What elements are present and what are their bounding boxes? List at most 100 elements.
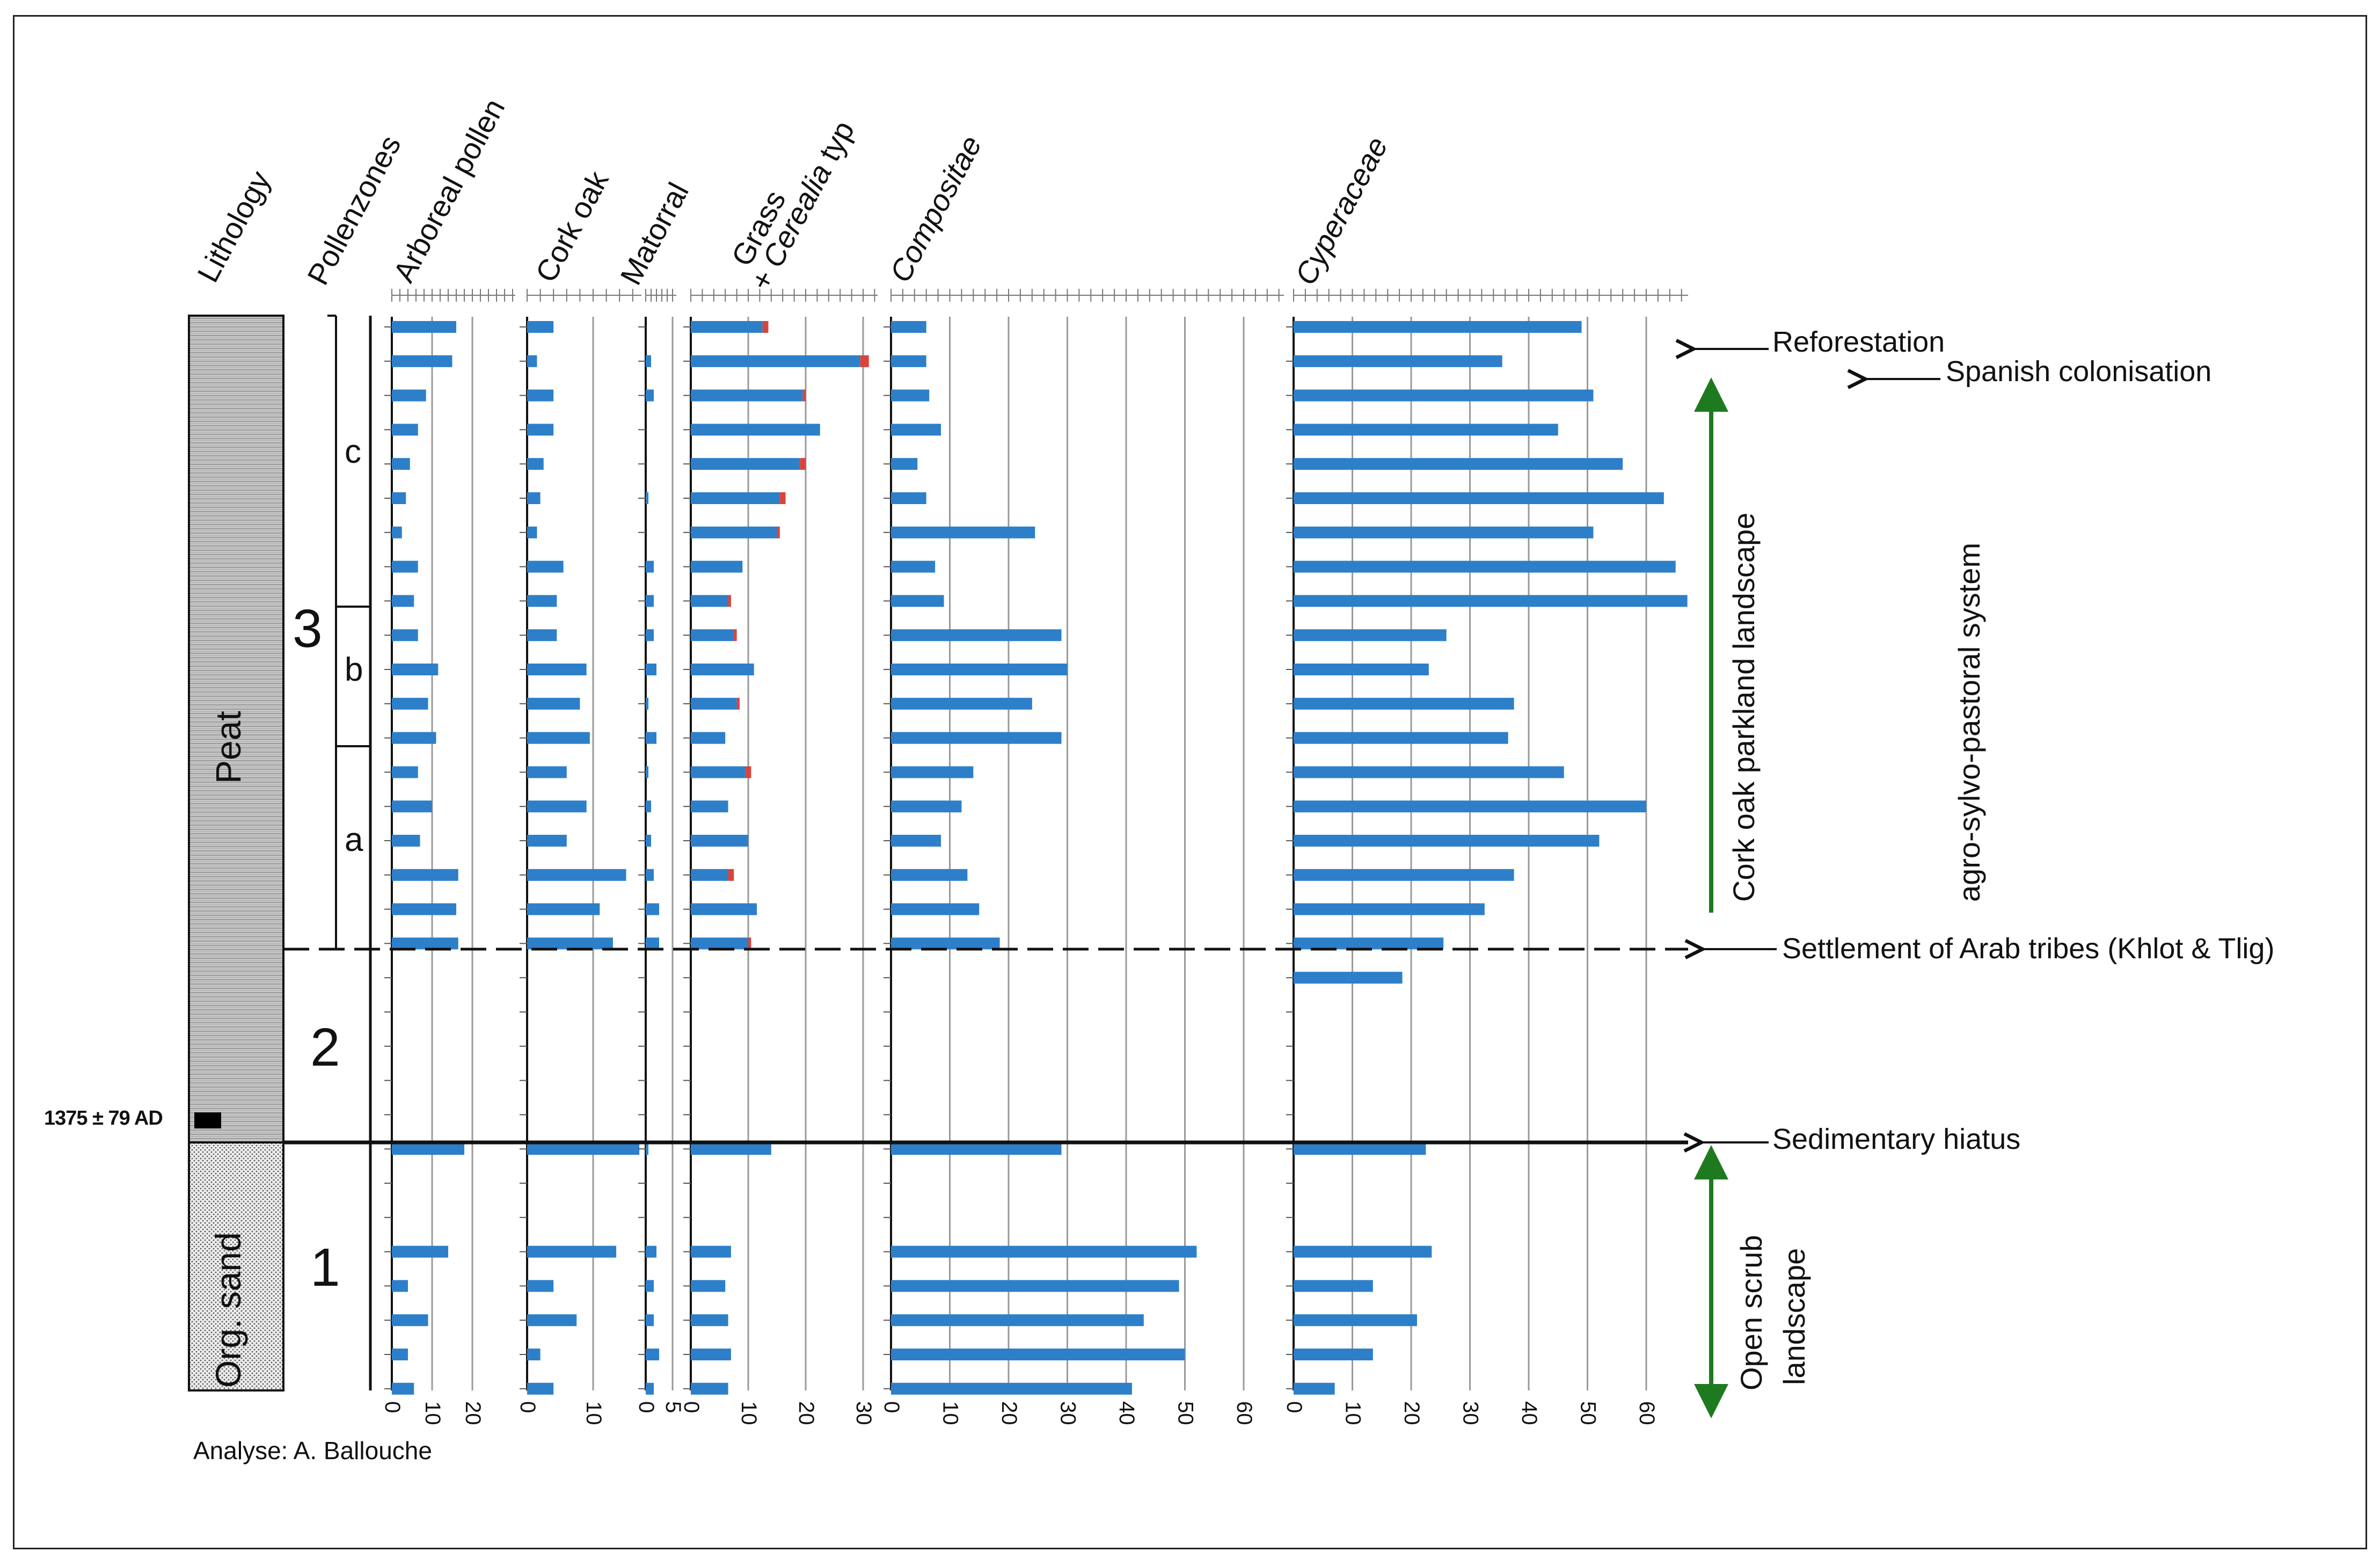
bar-cork [527, 492, 541, 504]
bar-arboreal [392, 595, 414, 607]
bar-compositae [891, 1314, 1144, 1327]
bar-cork [527, 835, 567, 847]
tick-label-arboreal: 0 [381, 1401, 404, 1413]
bar-arboreal [392, 1349, 408, 1360]
bar-compositae [891, 424, 941, 436]
bar-compositae [891, 355, 926, 367]
bar-arboreal [392, 903, 456, 915]
bar-matorral [646, 664, 656, 675]
bar-cyperaceae [1294, 355, 1502, 367]
tick-label-cork: 10 [582, 1401, 605, 1425]
header-compositae: Compositae [883, 130, 988, 287]
bar-cork [527, 1280, 554, 1292]
open-scrub-label-1: Open scrub [1734, 1235, 1768, 1391]
header-lithology: Lithology [191, 165, 277, 288]
bar-cyperaceae [1294, 321, 1582, 333]
bar-cork [527, 1382, 554, 1395]
bar-cork [527, 1143, 640, 1155]
bar-compositae [891, 1280, 1179, 1292]
bar-arboreal [392, 389, 426, 402]
bar-arboreal [392, 664, 439, 675]
tick-label-compositae: 20 [997, 1401, 1021, 1425]
bar-cyperaceae [1294, 1382, 1335, 1395]
bar-cyperaceae [1294, 697, 1514, 710]
bar-cerealia [800, 458, 806, 470]
bar-grass [691, 1280, 726, 1292]
bar-arboreal [392, 1280, 408, 1292]
bar-grass [691, 355, 860, 367]
zone-3-label: 3 [293, 599, 323, 659]
bar-arboreal [392, 800, 432, 813]
bar-matorral [646, 903, 659, 915]
spanish-label: Spanish colonisation [1946, 355, 2211, 388]
bar-cyperaceae [1294, 389, 1594, 402]
agro-sylvo-pastoral-label: agro-sylvo-pastoral system [1952, 543, 1986, 902]
bar-arboreal [392, 321, 456, 333]
bar-cyperaceae [1294, 903, 1485, 915]
bar-arboreal [392, 492, 406, 504]
bar-compositae [891, 869, 968, 881]
bar-matorral [646, 355, 651, 367]
cork-landscape-label: Cork oak parkland landscape [1727, 513, 1761, 902]
bar-cerealia [736, 697, 740, 710]
zone-2-label: 2 [310, 1017, 340, 1077]
open-scrub-label-2: landscape [1777, 1248, 1811, 1385]
bar-grass [691, 389, 803, 402]
bar-cork [527, 664, 587, 675]
lithology-peat-label: Peat [208, 711, 248, 784]
bar-cerealia [762, 321, 769, 333]
bar-matorral [646, 697, 648, 710]
bar-matorral [646, 1382, 654, 1395]
panel-grass: 0 10 20 30 [680, 289, 878, 1425]
bar-cerealia [734, 629, 737, 642]
bar-grass [691, 1314, 728, 1327]
bar-arboreal [392, 766, 418, 778]
bar-compositae [891, 560, 936, 573]
bar-matorral [646, 937, 659, 950]
lithology-org-sand [188, 1141, 284, 1392]
bar-cork [527, 1314, 577, 1327]
header-cork-oak: Cork oak [529, 165, 615, 287]
bar-cork [527, 526, 537, 538]
tick-label-cyperaceae: 60 [1635, 1401, 1659, 1425]
tick-label-compositae: 40 [1115, 1401, 1138, 1425]
date-marker [194, 1112, 221, 1128]
bar-cork [527, 321, 554, 333]
bar-compositae [891, 595, 944, 607]
bar-cerealia [748, 937, 751, 950]
tick-label-compositae: 50 [1174, 1401, 1198, 1425]
tick-label-cyperaceae: 30 [1459, 1401, 1483, 1425]
tick-label-compositae: 30 [1056, 1401, 1080, 1425]
bar-grass [691, 1382, 728, 1395]
bar-compositae [891, 1382, 1132, 1395]
bar-arboreal [392, 629, 418, 642]
bar-grass [691, 903, 757, 915]
bar-matorral [646, 766, 648, 778]
tick-label-matorral: 0 [634, 1401, 658, 1413]
bar-cyperaceae [1294, 629, 1447, 642]
bar-cork [527, 389, 554, 402]
bar-matorral [646, 389, 654, 402]
bar-cerealia [745, 766, 751, 778]
settlement-label: Settlement of Arab tribes (Khlot & Tlig) [1782, 933, 2274, 965]
bar-cork [527, 869, 626, 881]
bar-cyperaceae [1294, 732, 1508, 744]
bar-grass [691, 492, 780, 504]
radiocarbon-date: 1375 ± 79 AD [44, 1107, 163, 1130]
bar-arboreal [392, 1143, 464, 1155]
bar-grass [691, 458, 800, 470]
bar-cyperaceae [1294, 526, 1594, 538]
bar-matorral [646, 492, 648, 504]
bar-cork [527, 937, 613, 950]
bar-cyperaceae [1294, 664, 1429, 675]
bar-arboreal [392, 355, 452, 367]
bar-cyperaceae [1294, 972, 1403, 984]
bar-cork [527, 595, 557, 607]
panel-cork: 0 10 [516, 289, 641, 1425]
bar-cork [527, 800, 587, 813]
bar-cork [527, 629, 557, 642]
tick-label-grass: 0 [680, 1401, 703, 1413]
tick-label-compositae: 10 [939, 1401, 962, 1425]
bar-grass [691, 697, 737, 710]
